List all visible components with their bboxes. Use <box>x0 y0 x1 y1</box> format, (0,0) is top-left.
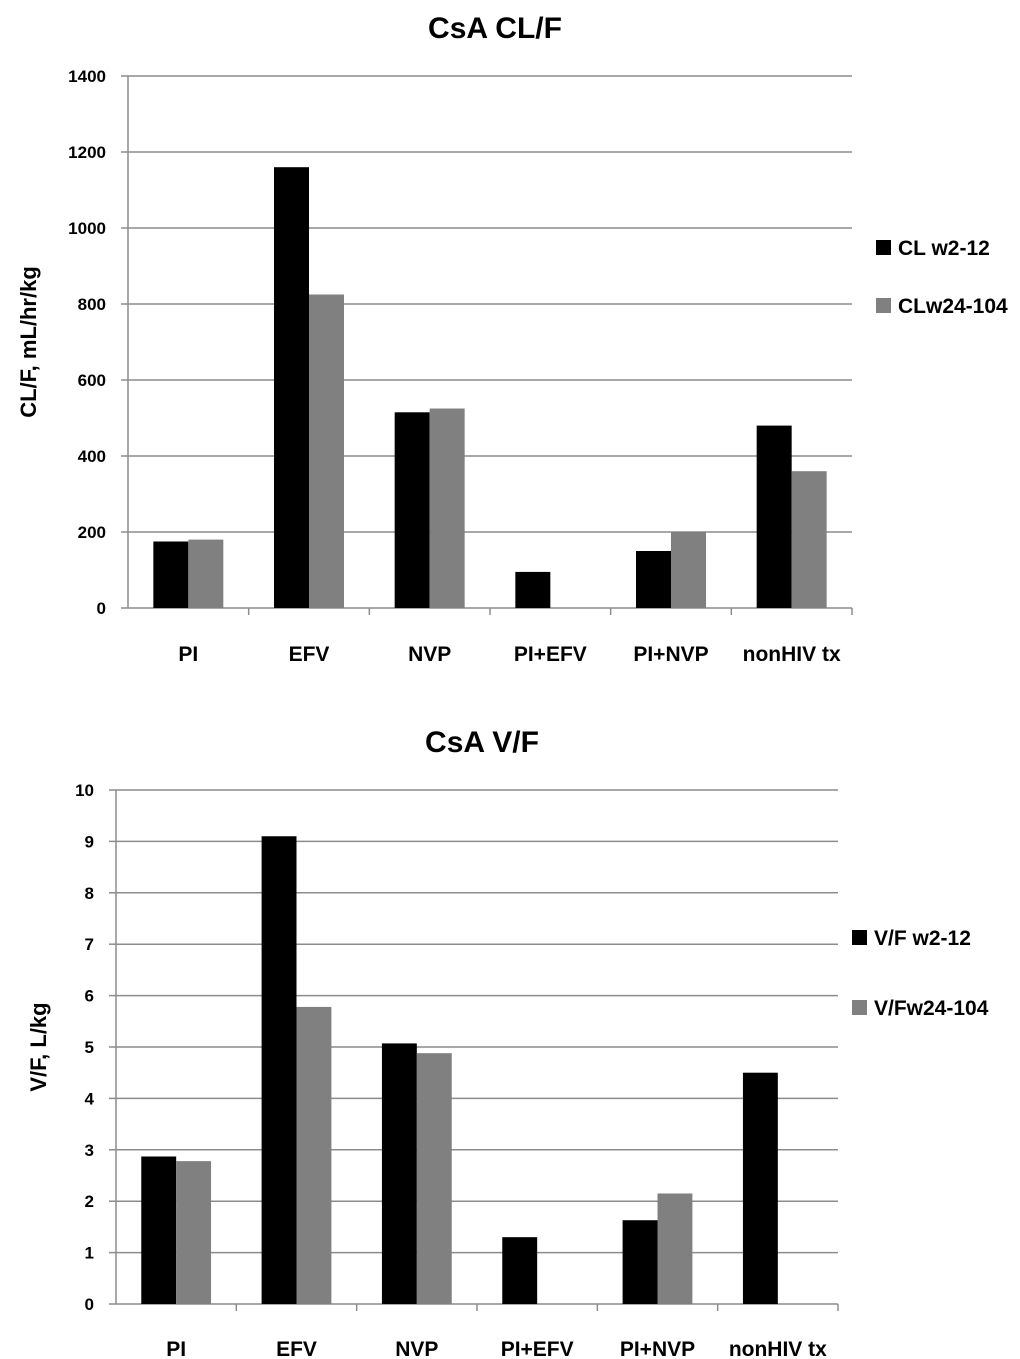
category-label: nonHIV tx <box>743 643 841 666</box>
bar-PI+EFV-CL w2-12 <box>515 571 551 608</box>
y-tick-label: 1000 <box>68 219 106 238</box>
y-tick-label: 8 <box>85 884 94 903</box>
y-tick-label: 7 <box>85 935 94 954</box>
y-tick-label: 1200 <box>68 143 106 162</box>
bar-NVP-V/F w2-12 <box>381 1043 417 1304</box>
category-label: PI <box>178 643 198 666</box>
legend-label: CLw24-104 <box>898 295 1008 318</box>
chart-title: CsA V/F <box>425 726 539 759</box>
category-label: NVP <box>395 1338 438 1359</box>
category-label: PI+NVP <box>620 1338 695 1359</box>
y-tick-label: 1 <box>85 1244 94 1263</box>
category-label: PI <box>166 1338 186 1359</box>
chart-panel-1: CsA CL/F CL/F, mL/hr/kg 0 200 400 600 800 1000 1… <box>16 12 1008 666</box>
bar-NVP-V/Fw24-104 <box>416 1053 452 1304</box>
y-tick-label: 3 <box>85 1141 94 1160</box>
y-tick-label: 5 <box>85 1038 94 1057</box>
y-tick-label: 0 <box>97 599 106 618</box>
y-tick-label: 400 <box>78 447 106 466</box>
y-tick-label: 6 <box>85 987 94 1006</box>
bar-nonHIV tx-CLw24-104 <box>791 471 827 608</box>
bar-PI+NVP-V/Fw24-104 <box>657 1193 693 1304</box>
bar-nonHIV tx-CL w2-12 <box>756 425 792 608</box>
bar-PI+NVP-CL w2-12 <box>636 551 671 608</box>
y-axis-label: CL/F, mL/hr/kg <box>16 266 41 418</box>
legend-label: V/Fw24-104 <box>874 997 989 1020</box>
bar-NVP-CL w2-12 <box>394 412 430 608</box>
legend-swatch <box>852 1000 867 1015</box>
y-tick-label: 4 <box>85 1089 95 1108</box>
legend-swatch <box>876 298 891 313</box>
y-axis-label: V/F, L/kg <box>26 1002 51 1091</box>
legend-swatch <box>876 240 891 255</box>
category-label: EFV <box>289 643 330 666</box>
bar-PI-CLw24-104 <box>188 539 224 608</box>
y-tick-label: 0 <box>85 1295 94 1314</box>
y-tick-label: 1400 <box>68 67 106 86</box>
y-tick-label: 9 <box>85 832 94 851</box>
y-tick-label: 2 <box>85 1192 94 1211</box>
legend-label: V/F w2-12 <box>874 927 971 950</box>
category-label: PI+NVP <box>633 643 708 666</box>
category-label: nonHIV tx <box>729 1338 827 1359</box>
y-tick-label: 800 <box>78 295 106 314</box>
legend-label: CL w2-12 <box>898 237 990 260</box>
bar-PI-CL w2-12 <box>153 541 189 608</box>
category-label: PI+EFV <box>514 643 587 666</box>
y-tick-label: 10 <box>75 781 94 800</box>
category-label: PI+EFV <box>501 1338 574 1359</box>
bar-PI-V/Fw24-104 <box>176 1161 212 1304</box>
y-tick-label: 200 <box>78 523 106 542</box>
chart-title: CsA CL/F <box>428 12 562 45</box>
category-label: EFV <box>276 1338 317 1359</box>
bar-PI+EFV-V/F w2-12 <box>502 1237 538 1304</box>
bar-PI-V/F w2-12 <box>141 1156 177 1304</box>
bar-EFV-V/F w2-12 <box>261 836 297 1304</box>
bar-PI+NVP-CLw24-104 <box>671 532 706 608</box>
bar-NVP-CLw24-104 <box>429 408 465 608</box>
bar-EFV-V/Fw24-104 <box>296 1006 332 1304</box>
legend-swatch <box>852 930 867 945</box>
bar-nonHIV tx-V/F w2-12 <box>742 1072 778 1304</box>
category-label: NVP <box>408 643 451 666</box>
bar-EFV-CLw24-104 <box>309 294 344 608</box>
bar-EFV-CL w2-12 <box>274 167 309 608</box>
y-tick-label: 600 <box>78 371 106 390</box>
bar-PI+NVP-V/F w2-12 <box>622 1220 658 1304</box>
chart-panel-2: CsA V/F V/F, L/kg 0 1 2 3 4 5 6 7 8 9 10 PI EFV NVP PI+E… <box>26 726 989 1359</box>
